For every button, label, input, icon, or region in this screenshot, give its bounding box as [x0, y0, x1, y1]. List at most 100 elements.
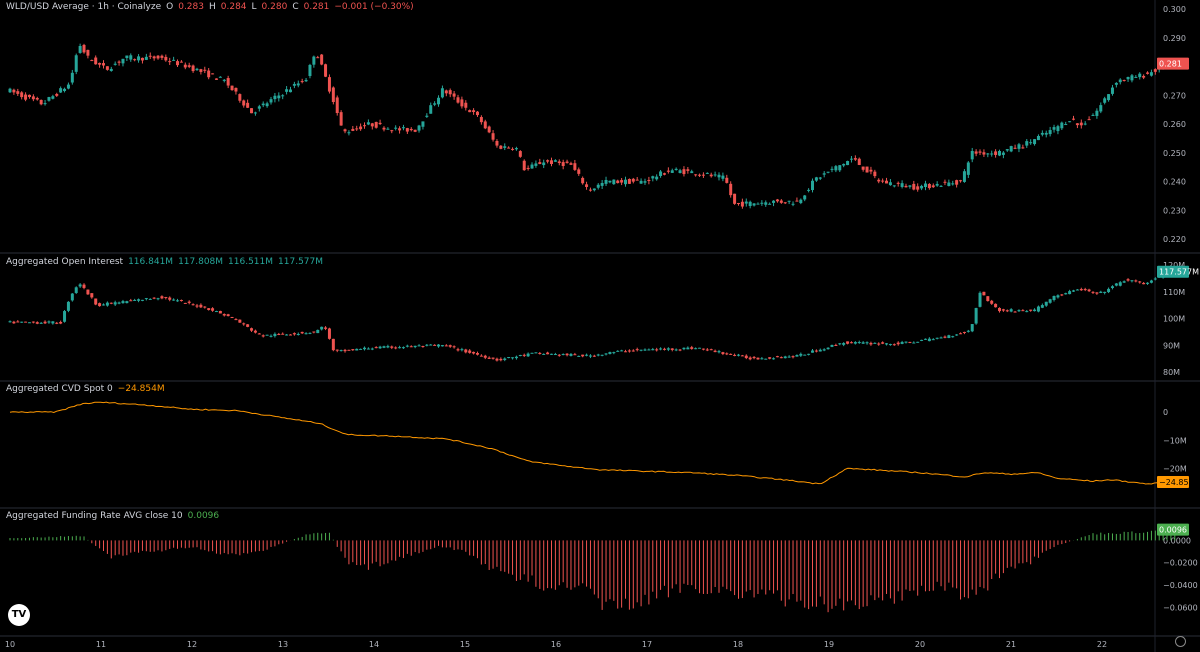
price-candle — [713, 174, 717, 176]
open_interest-candle — [573, 354, 577, 356]
cvd-value: −24.854M — [117, 384, 165, 394]
open_interest-candle — [569, 353, 573, 356]
price-candle — [795, 200, 799, 202]
open_interest-candle — [16, 321, 20, 323]
price-candle — [1153, 69, 1157, 72]
open_interest-candle — [327, 328, 331, 339]
price-candle — [156, 55, 160, 59]
price-candle — [269, 99, 273, 103]
open_interest-candle — [191, 304, 195, 306]
open_interest-candle — [499, 358, 503, 361]
price-candle — [892, 185, 896, 187]
open_interest-candle — [585, 354, 589, 356]
open_interest-candle — [807, 353, 811, 355]
open_interest-candle — [1036, 306, 1040, 312]
price-candle — [1009, 146, 1013, 152]
price-candle — [491, 133, 495, 140]
open_interest-candle — [733, 354, 737, 356]
open_interest-last-value-badge — [1157, 265, 1189, 278]
open_interest-candle — [849, 342, 853, 344]
price-candle — [483, 121, 487, 129]
price-candle — [569, 163, 573, 165]
tradingview-logo-icon[interactable]: TV — [8, 604, 30, 626]
price-candle — [534, 163, 538, 166]
price-candle — [538, 162, 542, 165]
price-candle — [374, 121, 378, 128]
price-candle — [363, 125, 367, 127]
open_interest-candle — [994, 303, 998, 308]
price-close: 0.281 — [303, 2, 330, 12]
price-candle — [109, 68, 113, 71]
price-candle — [581, 177, 585, 184]
open_interest-candle — [549, 353, 553, 355]
open_interest-candle — [818, 349, 822, 352]
open_interest-candle — [748, 357, 752, 360]
price-candle — [230, 85, 234, 91]
price-candle — [176, 61, 180, 66]
price-candle — [659, 171, 663, 176]
open_interest-candle — [900, 342, 904, 344]
price-candle — [838, 165, 842, 171]
open_interest-candle — [448, 345, 452, 347]
open_interest-candle — [803, 354, 807, 356]
open_interest-candle — [608, 352, 612, 354]
price-candle — [916, 186, 920, 190]
open_interest-candle — [674, 349, 678, 351]
open_interest-candle — [616, 350, 620, 352]
open_interest-candle — [783, 356, 787, 359]
price-candle — [557, 161, 561, 164]
open_interest-candle — [300, 331, 304, 334]
open_interest-candle — [885, 343, 889, 345]
open_interest-candle — [990, 300, 994, 304]
open_interest-candle — [269, 335, 273, 337]
price-candle — [507, 147, 511, 149]
open_interest-candle — [705, 349, 709, 351]
open_interest-candle — [183, 302, 187, 304]
open_interest-candle — [565, 353, 569, 356]
price-candle — [355, 128, 359, 130]
open_interest-candle — [207, 308, 211, 310]
price-candle — [51, 96, 55, 99]
open_interest-candle — [195, 305, 199, 307]
open_interest-candle — [842, 343, 846, 345]
open_interest-candle — [811, 350, 815, 353]
price-candle — [877, 179, 881, 182]
open_interest-candle — [390, 346, 394, 348]
price-candle — [359, 126, 363, 130]
price-candle — [814, 177, 818, 181]
open_interest-candle — [242, 323, 246, 325]
open_interest-candle — [331, 338, 335, 351]
price-candle — [974, 151, 978, 154]
price-candle — [608, 180, 612, 183]
price-candle — [920, 185, 924, 189]
price-candle — [514, 148, 518, 150]
price-candle — [261, 103, 265, 106]
open_interest-candle — [296, 333, 300, 335]
price-candle — [265, 103, 269, 107]
open_interest-candle — [978, 292, 982, 307]
open_interest-candle — [444, 345, 448, 347]
open_interest-candle — [791, 356, 795, 358]
open_interest-candle — [1064, 293, 1068, 295]
open_interest-candle — [908, 341, 912, 343]
price-candle — [183, 64, 187, 68]
open_interest-candle — [666, 348, 670, 350]
open_interest-candle — [1052, 295, 1056, 300]
price-candle — [304, 79, 308, 82]
price-candle — [74, 55, 78, 72]
price-candle — [433, 103, 437, 105]
price-candle — [66, 84, 70, 89]
price-legend: WLD/USD Average · 1h · Coinalyze O 0.283 H 0… — [6, 2, 414, 12]
open_interest-candle — [211, 308, 215, 311]
gear-icon[interactable] — [1175, 636, 1186, 647]
price-candle — [222, 79, 226, 81]
open_interest-candle — [433, 344, 437, 346]
price-candle — [565, 161, 569, 163]
price-candle — [8, 88, 12, 93]
open_interest-candle — [542, 353, 546, 355]
open_interest-candle — [775, 356, 779, 358]
price-candle — [966, 162, 970, 175]
open_interest-candle — [588, 355, 592, 357]
price-candle — [959, 180, 963, 182]
